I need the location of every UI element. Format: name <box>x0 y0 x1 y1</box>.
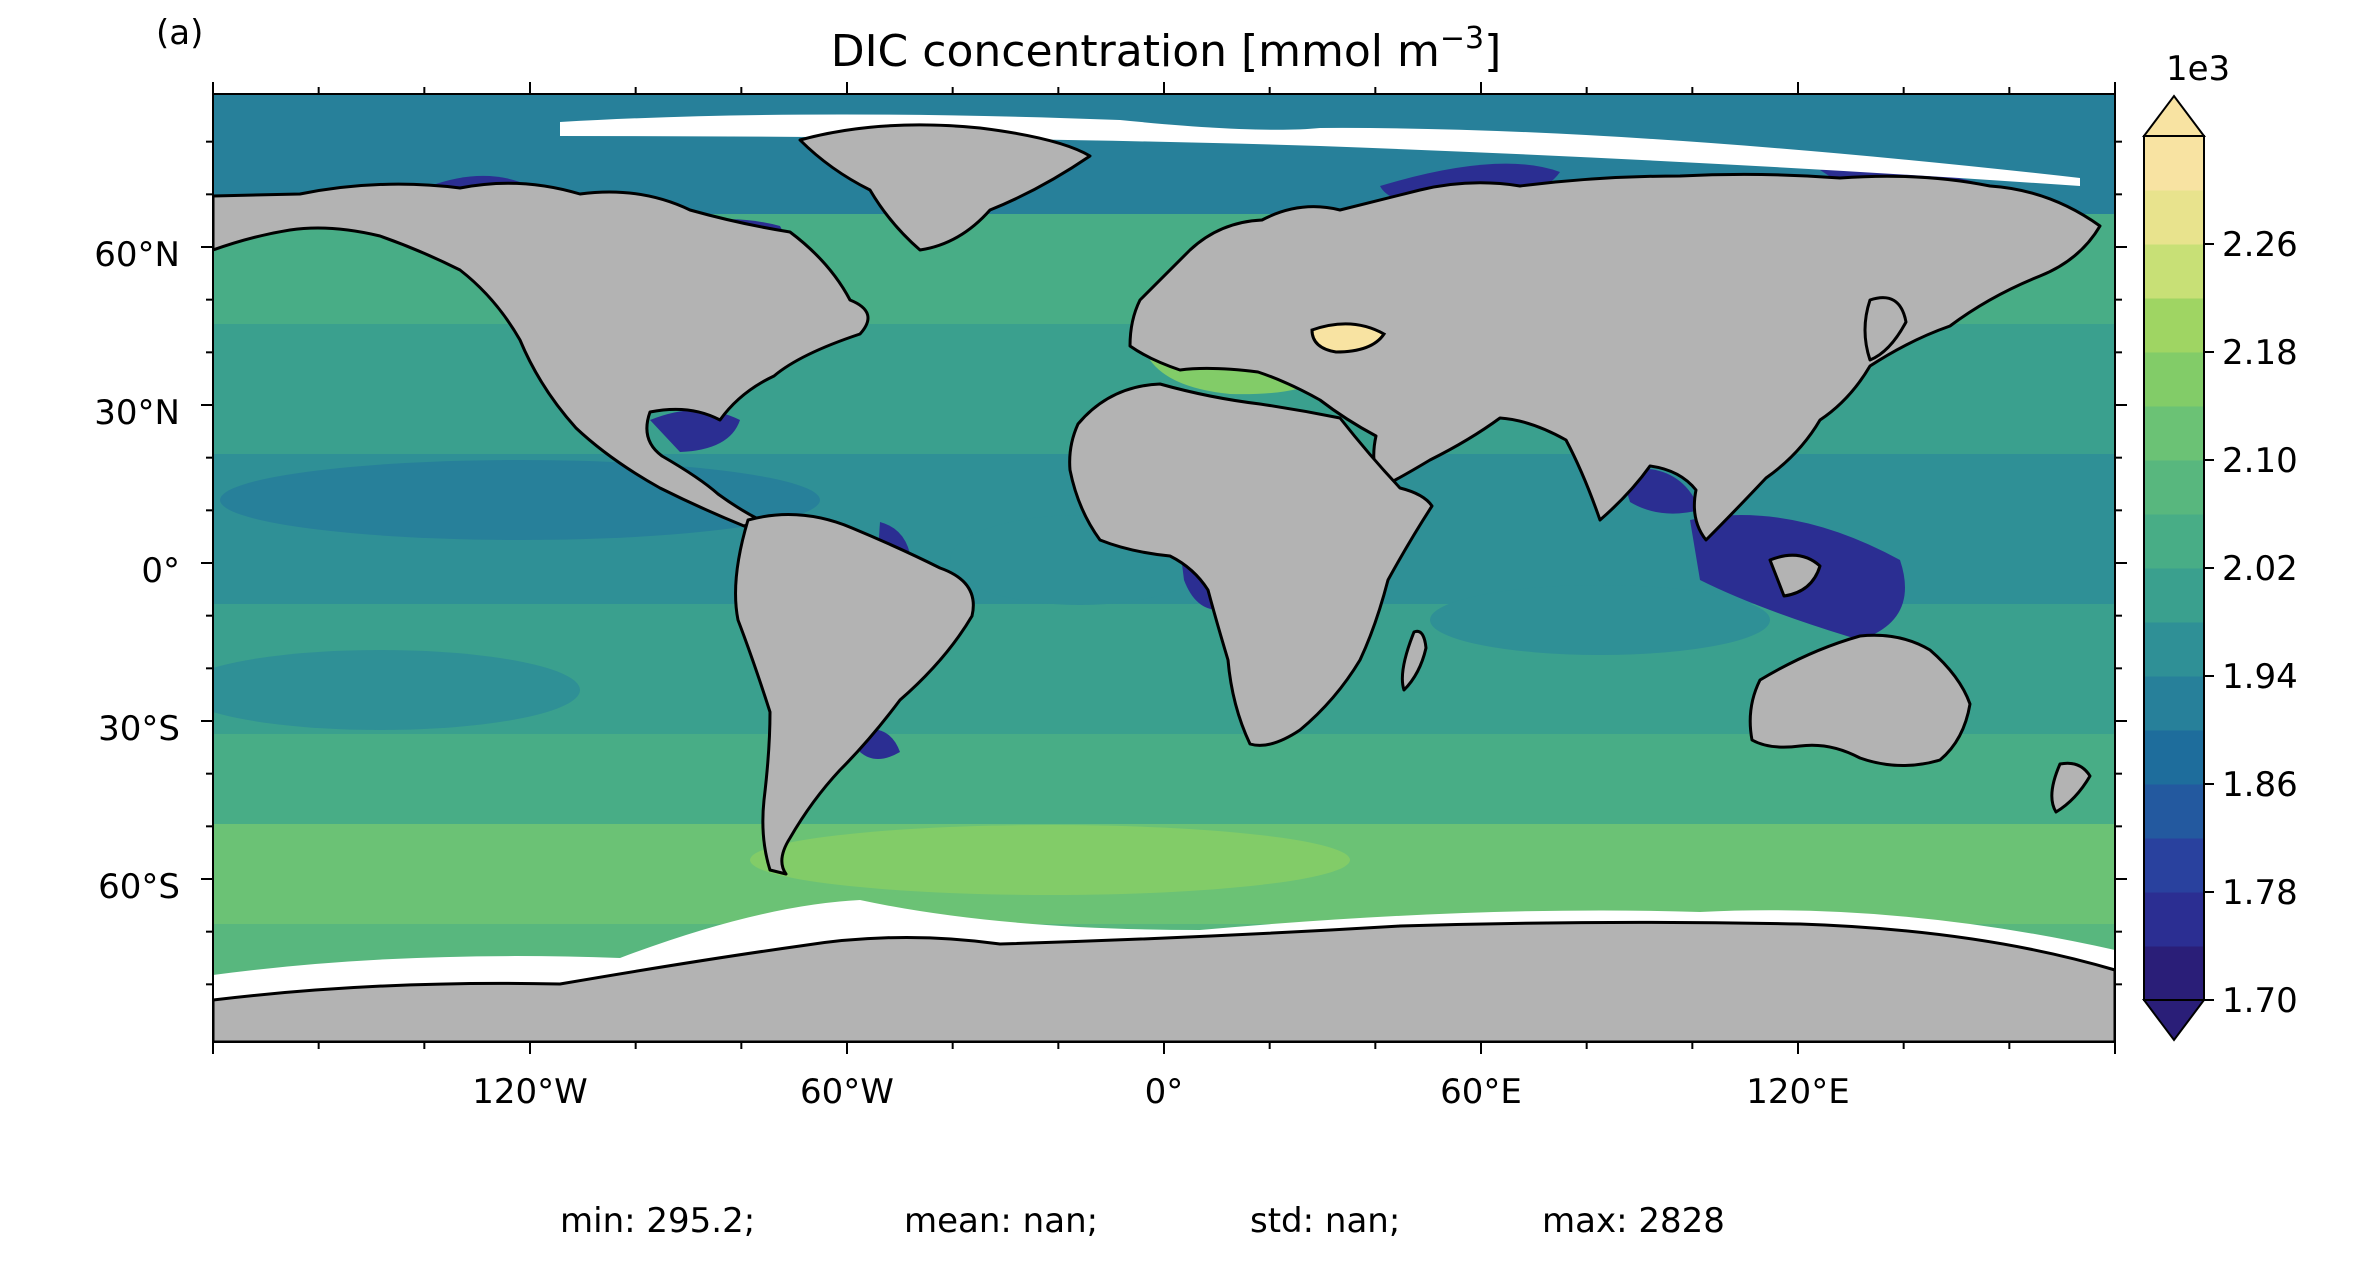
colorbar-segment <box>2144 676 2204 731</box>
map-ticks <box>201 82 2127 1054</box>
land-australia <box>1748 633 1972 767</box>
colorbar-segment <box>2144 406 2204 461</box>
colorbar-tick-label: 2.18 <box>2222 333 2298 373</box>
colorbar-extend-max <box>2142 94 2206 137</box>
lon-label-120w: 120°W <box>472 1072 588 1112</box>
colorbar-tick-label: 2.02 <box>2222 549 2298 589</box>
colorbar-tick-label: 1.86 <box>2222 765 2298 805</box>
colorbar-segment <box>2144 352 2204 407</box>
stat-mean: mean: nan; <box>904 1201 1098 1241</box>
lake-black-sea <box>1310 322 1387 354</box>
colorbar-segment <box>2144 190 2204 245</box>
colorbar-tick-label: 2.10 <box>2222 441 2298 481</box>
map-panel <box>213 94 2115 1042</box>
stat-min: min: 295.2; <box>560 1201 755 1241</box>
title-main: DIC concentration [mmol m <box>831 26 1440 77</box>
ocean-low-pacific-south <box>213 650 580 730</box>
lon-label-0: 0° <box>1145 1072 1184 1112</box>
land-south-america <box>734 513 975 876</box>
colorbar-ticks: 2.26 2.18 2.10 2.02 1.94 1.86 1.78 1.70 <box>2204 225 2298 1021</box>
colorbar-segment <box>2144 892 2204 947</box>
ocean-low-indian <box>1430 585 1770 655</box>
lat-label-30s: 30°S <box>98 709 180 749</box>
land-antarctica <box>213 920 2115 1042</box>
land-africa <box>1068 382 1434 747</box>
colorbar-segments <box>2142 94 2206 1042</box>
colorbar-segment <box>2144 298 2204 353</box>
colorbar-segment <box>2144 622 2204 677</box>
land-indonesia-borneo <box>1768 553 1822 598</box>
title-superscript: −3 <box>1440 21 1484 56</box>
lon-label-60e: 60°E <box>1440 1072 1522 1112</box>
colorbar-tick-label: 2.26 <box>2222 225 2298 265</box>
colorbar-multiplier: 1e3 <box>2166 49 2230 89</box>
colorbar-tick-label: 1.78 <box>2222 873 2298 913</box>
land-japan <box>1863 296 1908 362</box>
land-new-zealand <box>2050 761 2092 814</box>
lat-label-30n: 30°N <box>94 393 180 433</box>
stat-max: max: 2828 <box>1542 1201 1725 1241</box>
colorbar-tick-label: 1.70 <box>2222 981 2298 1021</box>
colorbar-segment <box>2144 136 2204 191</box>
ocean-low-pacific-north <box>220 460 820 540</box>
map-title: DIC concentration [mmol m−3] <box>831 21 1502 77</box>
land-greenland <box>798 123 1092 252</box>
colorbar-segment <box>2144 946 2204 1001</box>
land-eurasia <box>1128 172 2102 542</box>
longitude-labels: 120°W 60°W 0° 60°E 120°E <box>472 1072 1849 1112</box>
lon-label-60w: 60°W <box>800 1072 894 1112</box>
colorbar-segment <box>2144 460 2204 515</box>
land-masses <box>213 123 2115 1042</box>
colorbar-segment <box>2144 244 2204 299</box>
lon-label-120e: 120°E <box>1746 1072 1849 1112</box>
ocean-band-south-midlat <box>213 734 2115 824</box>
colorbar-extend-min <box>2142 999 2206 1042</box>
patch-gulf-of-mexico <box>650 410 740 452</box>
colorbar: 1e3 2.26 2.18 2.10 2.02 1.94 1.86 1.78 1.70 <box>2142 49 2298 1042</box>
colorbar-segment <box>2144 838 2204 893</box>
colorbar-segment <box>2144 514 2204 569</box>
latitude-labels: 60°N 30°N 0° 30°S 60°S <box>94 235 180 907</box>
colorbar-segment <box>2144 730 2204 785</box>
title-end: ] <box>1484 26 1501 77</box>
lat-label-0: 0° <box>141 551 180 591</box>
land-madagascar <box>1400 629 1428 692</box>
colorbar-segment <box>2144 568 2204 623</box>
ocean-high-atlantic-south <box>750 825 1350 895</box>
colorbar-segment <box>2144 784 2204 839</box>
panel-label: (a) <box>156 13 203 53</box>
stat-std: std: nan; <box>1250 1201 1400 1241</box>
colorbar-tick-label: 1.94 <box>2222 657 2298 697</box>
stats-line: min: 295.2; mean: nan; std: nan; max: 28… <box>560 1201 1725 1241</box>
lat-label-60s: 60°S <box>98 867 180 907</box>
land-north-america <box>213 181 870 528</box>
lat-label-60n: 60°N <box>94 235 180 275</box>
